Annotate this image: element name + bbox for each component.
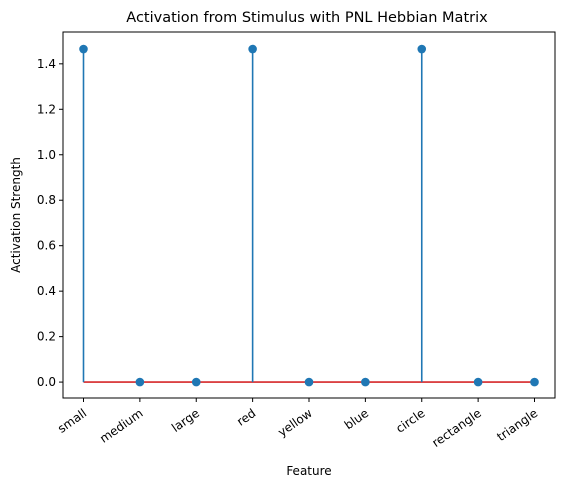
x-axis: small medium large red yellow blue circle recta… [55,398,540,450]
markers [79,44,539,387]
x-tick-label-red: red [234,406,258,429]
y-tick-label-3: 0.6 [37,239,56,253]
x-tick-label-yellow: yellow [275,406,315,440]
x-tick-label-medium: medium [97,406,145,446]
chart-title: Activation from Stimulus with PNL Hebbia… [126,10,488,26]
x-tick-label-large: large [169,406,202,435]
y-tick-label-6: 1.2 [37,102,56,116]
x-tick-label-rectangle: rectangle [429,406,483,450]
x-tick-label-triangle: triangle [494,406,540,444]
stems [82,49,423,383]
plot-frame [62,31,556,399]
y-tick-label-1: 0.2 [37,330,56,344]
x-tick-label-small: small [55,406,89,436]
marker-red [248,44,257,54]
marker-rectangle [473,377,483,387]
x-tick-label-blue: blue [342,406,371,432]
marker-blue [361,377,370,387]
y-tick-label-2: 0.4 [37,284,56,298]
marker-yellow [304,377,314,387]
y-tick-label-7: 1.4 [37,57,56,71]
y-tick-label-4: 0.8 [37,193,56,207]
marker-medium [135,377,145,387]
y-tick-label-5: 1.0 [37,148,56,162]
x-axis-label: Feature [286,464,331,478]
marker-circle [417,44,427,54]
marker-small [79,44,88,54]
y-tick-label-0: 0.0 [37,375,56,389]
y-axis: 0.0 0.2 0.4 0.6 0.8 1.0 1.2 1.4 [37,57,63,389]
marker-large [191,377,201,387]
marker-triangle [530,377,539,387]
y-axis-label: Activation Strength [9,157,23,273]
x-tick-label-circle: circle [393,406,427,436]
